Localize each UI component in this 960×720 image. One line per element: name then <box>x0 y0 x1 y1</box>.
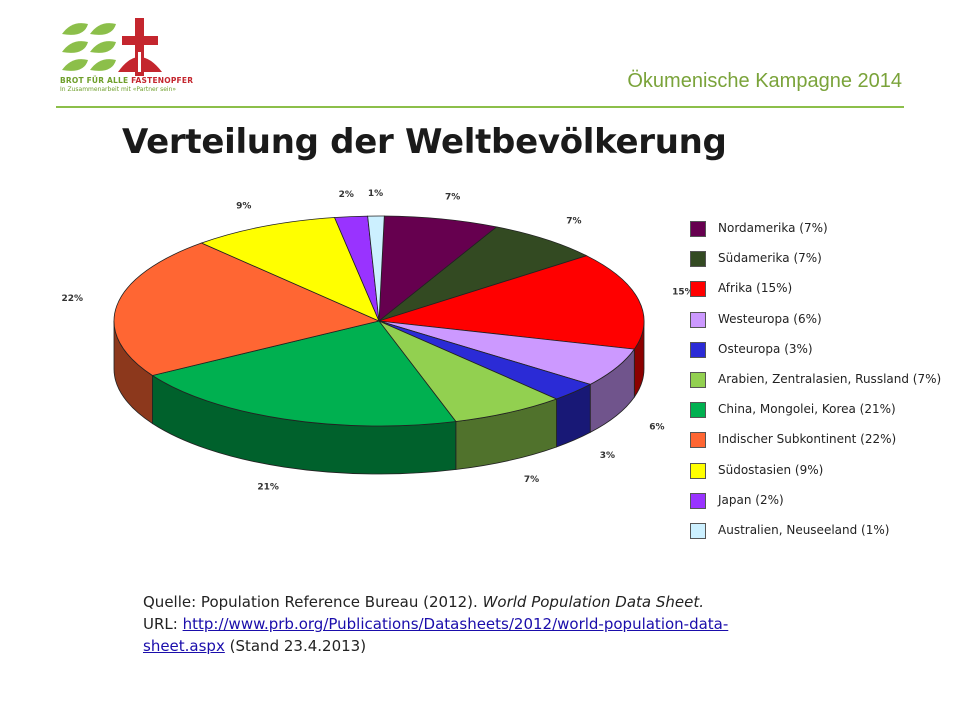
legend-label: Westeuropa (6%) <box>718 311 822 326</box>
source-link[interactable]: http://www.prb.org/Publications/Datashee… <box>143 615 729 655</box>
pie-data-label-2: 7% <box>566 216 581 226</box>
logo-subtext: In Zusammenarbeit mit «Partner sein» <box>60 86 177 93</box>
legend-swatch <box>690 251 706 268</box>
legend-label: Osteuropa (3%) <box>718 341 813 356</box>
pie-slice-7 <box>151 320 457 427</box>
legend-label: China, Mongolei, Korea (21%) <box>718 402 896 417</box>
legend-label: Afrika (15%) <box>718 281 793 296</box>
legend-label: Australien, Neuseeland (1%) <box>718 523 890 537</box>
pie-data-label-11: 1% <box>368 189 383 199</box>
source-prefix: Quelle: Population Reference Bureau (201… <box>143 593 483 611</box>
legend-swatch <box>690 311 706 328</box>
legend-swatch <box>690 221 706 237</box>
header-divider <box>56 106 904 108</box>
campaign-title: Ökumenische Kampagne 2014 <box>627 70 902 92</box>
legend-swatch <box>690 462 706 479</box>
legend-swatch <box>690 372 706 388</box>
legend-swatch <box>690 341 706 358</box>
pie-slice-6 <box>378 320 558 422</box>
pie-slice-11 <box>367 215 385 322</box>
pie-data-label-10: 2% <box>339 190 354 200</box>
logo-text-right: FASTENOPFER <box>131 76 194 85</box>
legend-swatch <box>690 432 706 449</box>
legend-label: Indischer Subkontinent (22%) <box>718 432 897 447</box>
source-work-title: World Population Data Sheet. <box>482 593 705 611</box>
legend-label: Arabien, Zentralasien, Russland (7%) <box>718 372 942 386</box>
slide-title: Verteilung der Weltbevölkerung <box>122 122 727 162</box>
pie-data-label-3: 15% <box>672 288 694 298</box>
legend-swatch <box>690 281 706 298</box>
logo-text: BROT FÜR ALLE FASTENOPFER <box>60 76 193 85</box>
pie-slice-8 <box>113 242 381 376</box>
legend-label: Südamerika (7%) <box>718 251 822 266</box>
pie-data-label-9: 9% <box>236 201 251 211</box>
legend-label: Südostasien (9%) <box>718 462 824 477</box>
pie-data-label-4: 6% <box>649 423 664 433</box>
pie-data-label-1: 7% <box>445 193 460 203</box>
legend-label: Nordamerika (7%) <box>718 221 828 235</box>
source-citation: Quelle: Population Reference Bureau (201… <box>143 591 763 657</box>
pie-data-label-8: 22% <box>61 294 83 304</box>
pie-data-label-7: 21% <box>257 483 279 493</box>
legend-label: Japan (2%) <box>718 492 784 507</box>
pie-slice-9 <box>200 217 380 322</box>
pie-slice-2 <box>378 226 588 322</box>
pie-slice-1 <box>378 215 498 322</box>
source-date: (Stand 23.4.2013) <box>224 637 367 655</box>
brot-fuer-alle-fastenopfer-logo <box>62 18 162 76</box>
legend-swatch <box>690 402 706 419</box>
legend-swatch <box>690 523 706 539</box>
pie-slice-3 <box>378 255 645 350</box>
legend-swatch <box>690 492 706 509</box>
logo-text-left: BROT FÜR ALLE <box>60 76 129 85</box>
source-url-label: URL: <box>143 615 183 633</box>
pie-data-label-6: 7% <box>524 475 539 485</box>
pie-data-label-5: 3% <box>600 451 615 461</box>
